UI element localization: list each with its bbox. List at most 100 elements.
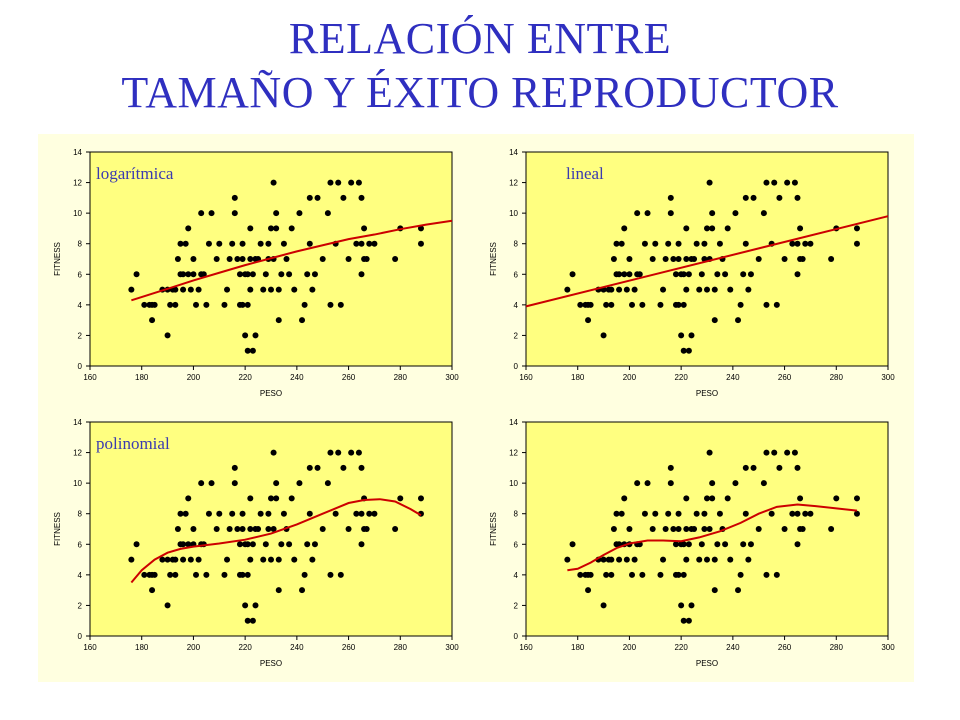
data-point [665, 240, 672, 247]
data-point [623, 286, 630, 293]
data-point [291, 286, 298, 293]
data-point [167, 571, 174, 578]
data-point [355, 179, 362, 186]
data-point [693, 510, 700, 517]
data-point [304, 271, 311, 278]
data-point [797, 495, 804, 502]
data-point [239, 301, 246, 308]
data-point [358, 510, 365, 517]
data-point [348, 179, 355, 186]
chart-lineal: 160 180 200 220 240 260 280 300 0 2 4 6 8 10 12 14 PESO F… [489, 148, 895, 398]
y-axis-label: FITNESS [489, 242, 498, 276]
data-point [722, 541, 729, 548]
data-point [608, 301, 615, 308]
data-point [735, 587, 742, 594]
data-point [231, 480, 238, 487]
data-point [355, 449, 362, 456]
data-point [327, 301, 334, 308]
data-point [229, 510, 236, 517]
data-point [698, 271, 705, 278]
fit-line [525, 215, 889, 308]
data-point [371, 510, 378, 517]
data-point [280, 510, 287, 517]
data-point [363, 256, 370, 262]
data-point [626, 271, 633, 278]
y-tick-label: 6 [78, 540, 83, 549]
data-point [585, 317, 592, 324]
data-point [789, 240, 796, 247]
data-point [771, 449, 778, 456]
data-point [636, 271, 643, 278]
data-point [649, 526, 656, 532]
data-point [128, 556, 135, 563]
data-point [345, 526, 352, 532]
data-point [234, 256, 241, 262]
data-point [283, 256, 290, 262]
data-point [781, 526, 788, 532]
data-point [244, 347, 251, 354]
data-point [182, 510, 189, 517]
x-tick-label: 160 [519, 373, 533, 382]
data-point [327, 449, 334, 456]
x-tick-label: 240 [726, 643, 740, 652]
data-point [174, 256, 181, 262]
data-point [799, 526, 806, 532]
data-point [275, 556, 282, 563]
data-point [141, 301, 148, 308]
data-point [794, 541, 801, 548]
data-point [299, 317, 306, 324]
y-tick-label: 14 [73, 418, 82, 427]
data-point [685, 541, 692, 548]
data-point [742, 194, 749, 201]
data-point [332, 510, 339, 517]
data-point [781, 256, 788, 262]
data-point [618, 510, 625, 517]
data-point [177, 510, 184, 517]
data-point [675, 240, 682, 247]
data-point [392, 526, 399, 532]
data-point [662, 526, 669, 532]
data-point [685, 347, 692, 354]
data-point [239, 510, 246, 517]
data-point [252, 332, 259, 339]
data-point [195, 556, 202, 563]
data-point [306, 194, 313, 201]
x-tick-label: 260 [778, 373, 792, 382]
data-point [187, 286, 194, 293]
data-point [773, 301, 780, 308]
data-point [203, 301, 210, 308]
y-tick-label: 4 [78, 571, 83, 580]
data-point [698, 541, 705, 548]
data-point [618, 240, 625, 247]
data-point [224, 286, 231, 293]
data-point [270, 179, 277, 186]
data-point [236, 271, 243, 278]
data-point [706, 179, 713, 186]
data-point [193, 571, 200, 578]
data-point [722, 271, 729, 278]
x-tick-label: 220 [674, 373, 688, 382]
data-point [324, 480, 331, 487]
data-point [706, 449, 713, 456]
data-point [234, 526, 241, 532]
data-point [634, 480, 641, 487]
data-point [794, 510, 801, 517]
data-point [797, 225, 804, 232]
data-point [701, 256, 708, 262]
data-point [802, 240, 809, 247]
data-point [151, 571, 158, 578]
data-point [358, 240, 365, 247]
data-point [249, 541, 256, 548]
y-tick-label: 2 [514, 331, 519, 340]
data-point [358, 194, 365, 201]
data-point [660, 286, 667, 293]
data-point [569, 541, 576, 548]
data-point [747, 271, 754, 278]
data-point [802, 510, 809, 517]
data-point [198, 210, 205, 217]
data-point [711, 556, 718, 563]
data-point [680, 617, 687, 624]
data-point [337, 571, 344, 578]
data-point [309, 556, 316, 563]
data-point [794, 271, 801, 278]
